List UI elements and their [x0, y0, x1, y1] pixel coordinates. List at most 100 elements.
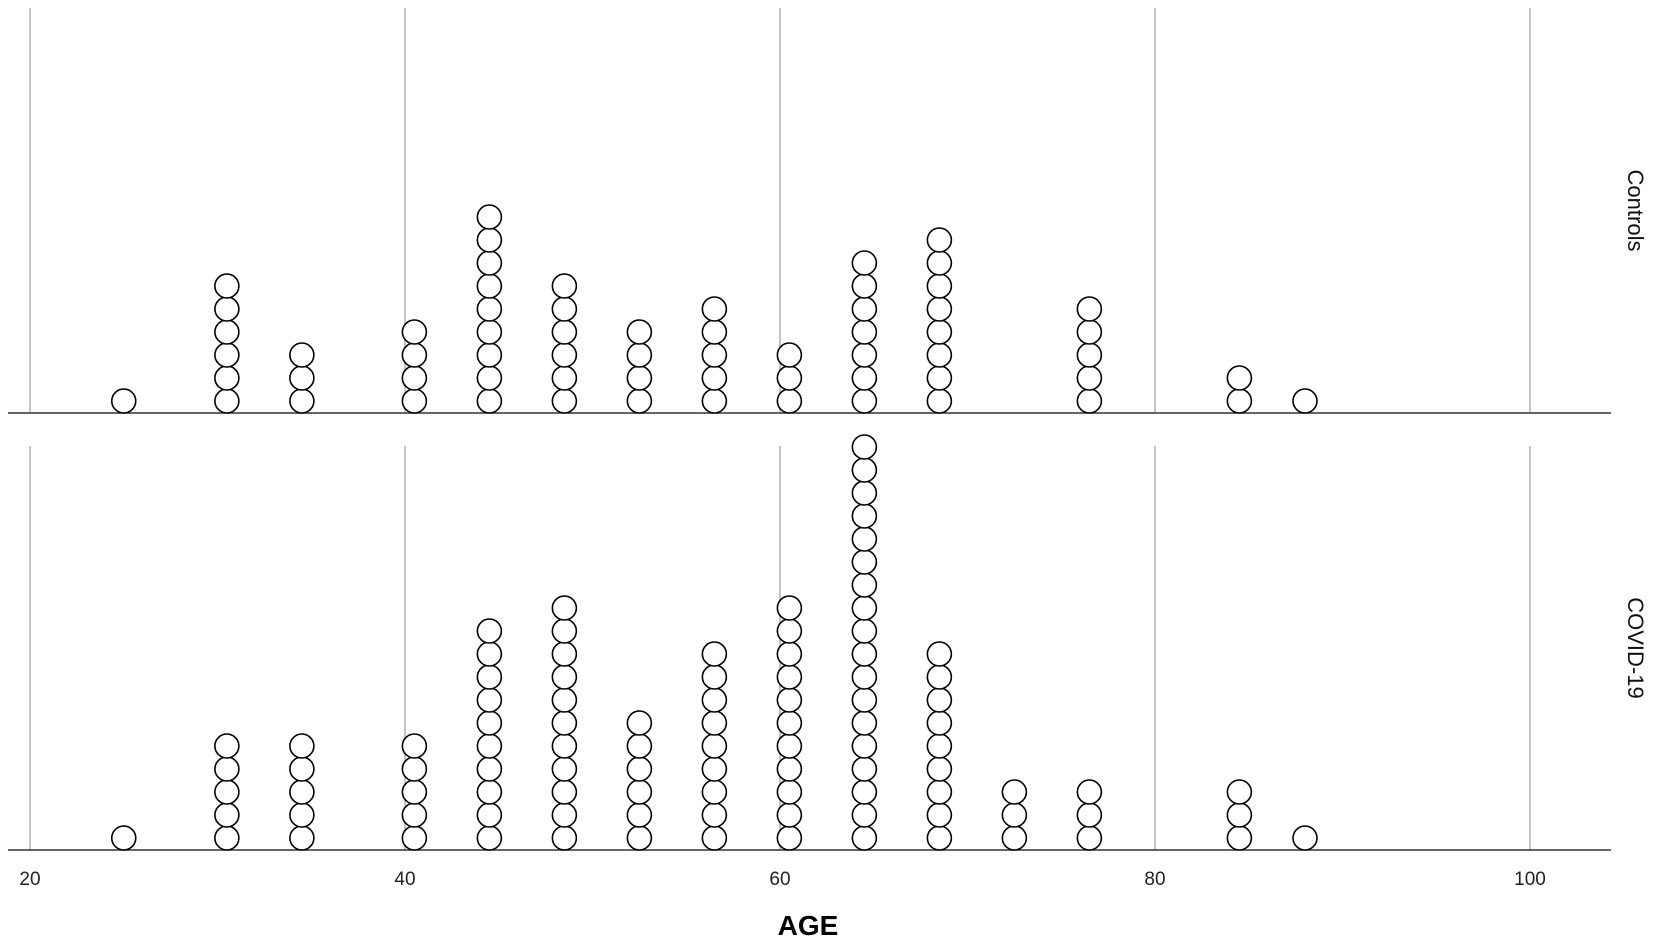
data-dot — [476, 296, 503, 322]
data-dot — [626, 388, 653, 414]
data-dot — [1226, 802, 1253, 828]
data-dot — [776, 342, 803, 368]
data-dot — [926, 779, 953, 805]
data-dot — [476, 204, 503, 230]
data-dot — [551, 825, 578, 851]
data-dot — [1001, 825, 1028, 851]
data-dot — [701, 825, 728, 851]
data-dot — [851, 779, 878, 805]
x-axis-title: AGE — [778, 910, 839, 941]
data-dot — [476, 779, 503, 805]
data-dot — [701, 342, 728, 368]
data-dot — [289, 388, 315, 414]
data-dot — [476, 802, 503, 828]
data-dot — [551, 641, 578, 667]
data-dot — [626, 825, 653, 851]
data-dot — [701, 779, 728, 805]
data-dot — [776, 365, 803, 391]
data-dot — [851, 572, 878, 598]
data-dot — [551, 779, 578, 805]
data-dot — [1292, 388, 1318, 414]
data-dot — [476, 227, 503, 253]
data-dot — [476, 273, 503, 299]
data-dot — [1076, 365, 1103, 391]
data-dot — [401, 388, 428, 414]
panel-bottom: COVID-19 — [8, 434, 1648, 851]
data-dot — [776, 825, 803, 851]
data-dot — [214, 733, 240, 759]
data-dot — [401, 802, 428, 828]
data-dot — [776, 641, 803, 667]
data-dot — [551, 342, 578, 368]
data-dot — [401, 779, 428, 805]
data-dot — [776, 779, 803, 805]
data-dot — [626, 710, 653, 736]
data-dot — [926, 664, 953, 690]
x-tick-label: 40 — [394, 869, 415, 890]
data-dot — [476, 641, 503, 667]
data-dot — [851, 480, 878, 506]
data-dot — [926, 756, 953, 782]
x-tick-label: 60 — [769, 869, 790, 890]
data-dot — [214, 273, 240, 299]
data-dot — [701, 319, 728, 345]
data-dot — [214, 296, 240, 322]
data-dot — [626, 779, 653, 805]
x-tick-label: 80 — [1144, 869, 1165, 890]
panel-label: Controls — [1623, 170, 1648, 252]
data-dot — [776, 733, 803, 759]
data-dot — [851, 641, 878, 667]
data-dot — [551, 595, 578, 621]
data-dot — [851, 296, 878, 322]
data-dot — [551, 687, 578, 713]
data-dot — [851, 825, 878, 851]
data-dot — [289, 779, 315, 805]
data-dot — [926, 227, 953, 253]
data-dot — [1001, 779, 1028, 805]
data-dot — [926, 342, 953, 368]
data-dot — [776, 595, 803, 621]
data-dot — [401, 756, 428, 782]
data-dot — [1001, 802, 1028, 828]
data-dot — [851, 388, 878, 414]
data-dot — [776, 756, 803, 782]
data-dot — [551, 710, 578, 736]
data-dot — [701, 733, 728, 759]
data-dot — [551, 802, 578, 828]
data-dot — [551, 756, 578, 782]
data-dot — [289, 756, 315, 782]
data-dot — [476, 756, 503, 782]
data-dot — [626, 733, 653, 759]
data-dot — [926, 388, 953, 414]
data-dot — [476, 388, 503, 414]
data-dot — [476, 733, 503, 759]
x-tick-label: 100 — [1514, 869, 1546, 890]
data-dot — [551, 733, 578, 759]
data-dot — [701, 687, 728, 713]
data-dot — [926, 365, 953, 391]
data-dot — [1076, 802, 1103, 828]
data-dot — [214, 756, 240, 782]
data-dot — [851, 526, 878, 552]
data-dot — [476, 365, 503, 391]
data-dot — [851, 273, 878, 299]
data-dot — [289, 825, 315, 851]
panel-label: COVID-19 — [1623, 597, 1648, 698]
data-dot — [289, 365, 315, 391]
data-dot — [1076, 388, 1103, 414]
data-dot — [851, 250, 878, 276]
data-dot — [926, 733, 953, 759]
data-dot — [476, 250, 503, 276]
data-dot — [926, 250, 953, 276]
data-dot — [401, 825, 428, 851]
data-dot — [776, 618, 803, 644]
data-dot — [776, 687, 803, 713]
data-dot — [776, 388, 803, 414]
data-dot — [776, 710, 803, 736]
data-dot — [851, 618, 878, 644]
data-dot — [851, 733, 878, 759]
data-dot — [214, 319, 240, 345]
data-dot — [214, 802, 240, 828]
